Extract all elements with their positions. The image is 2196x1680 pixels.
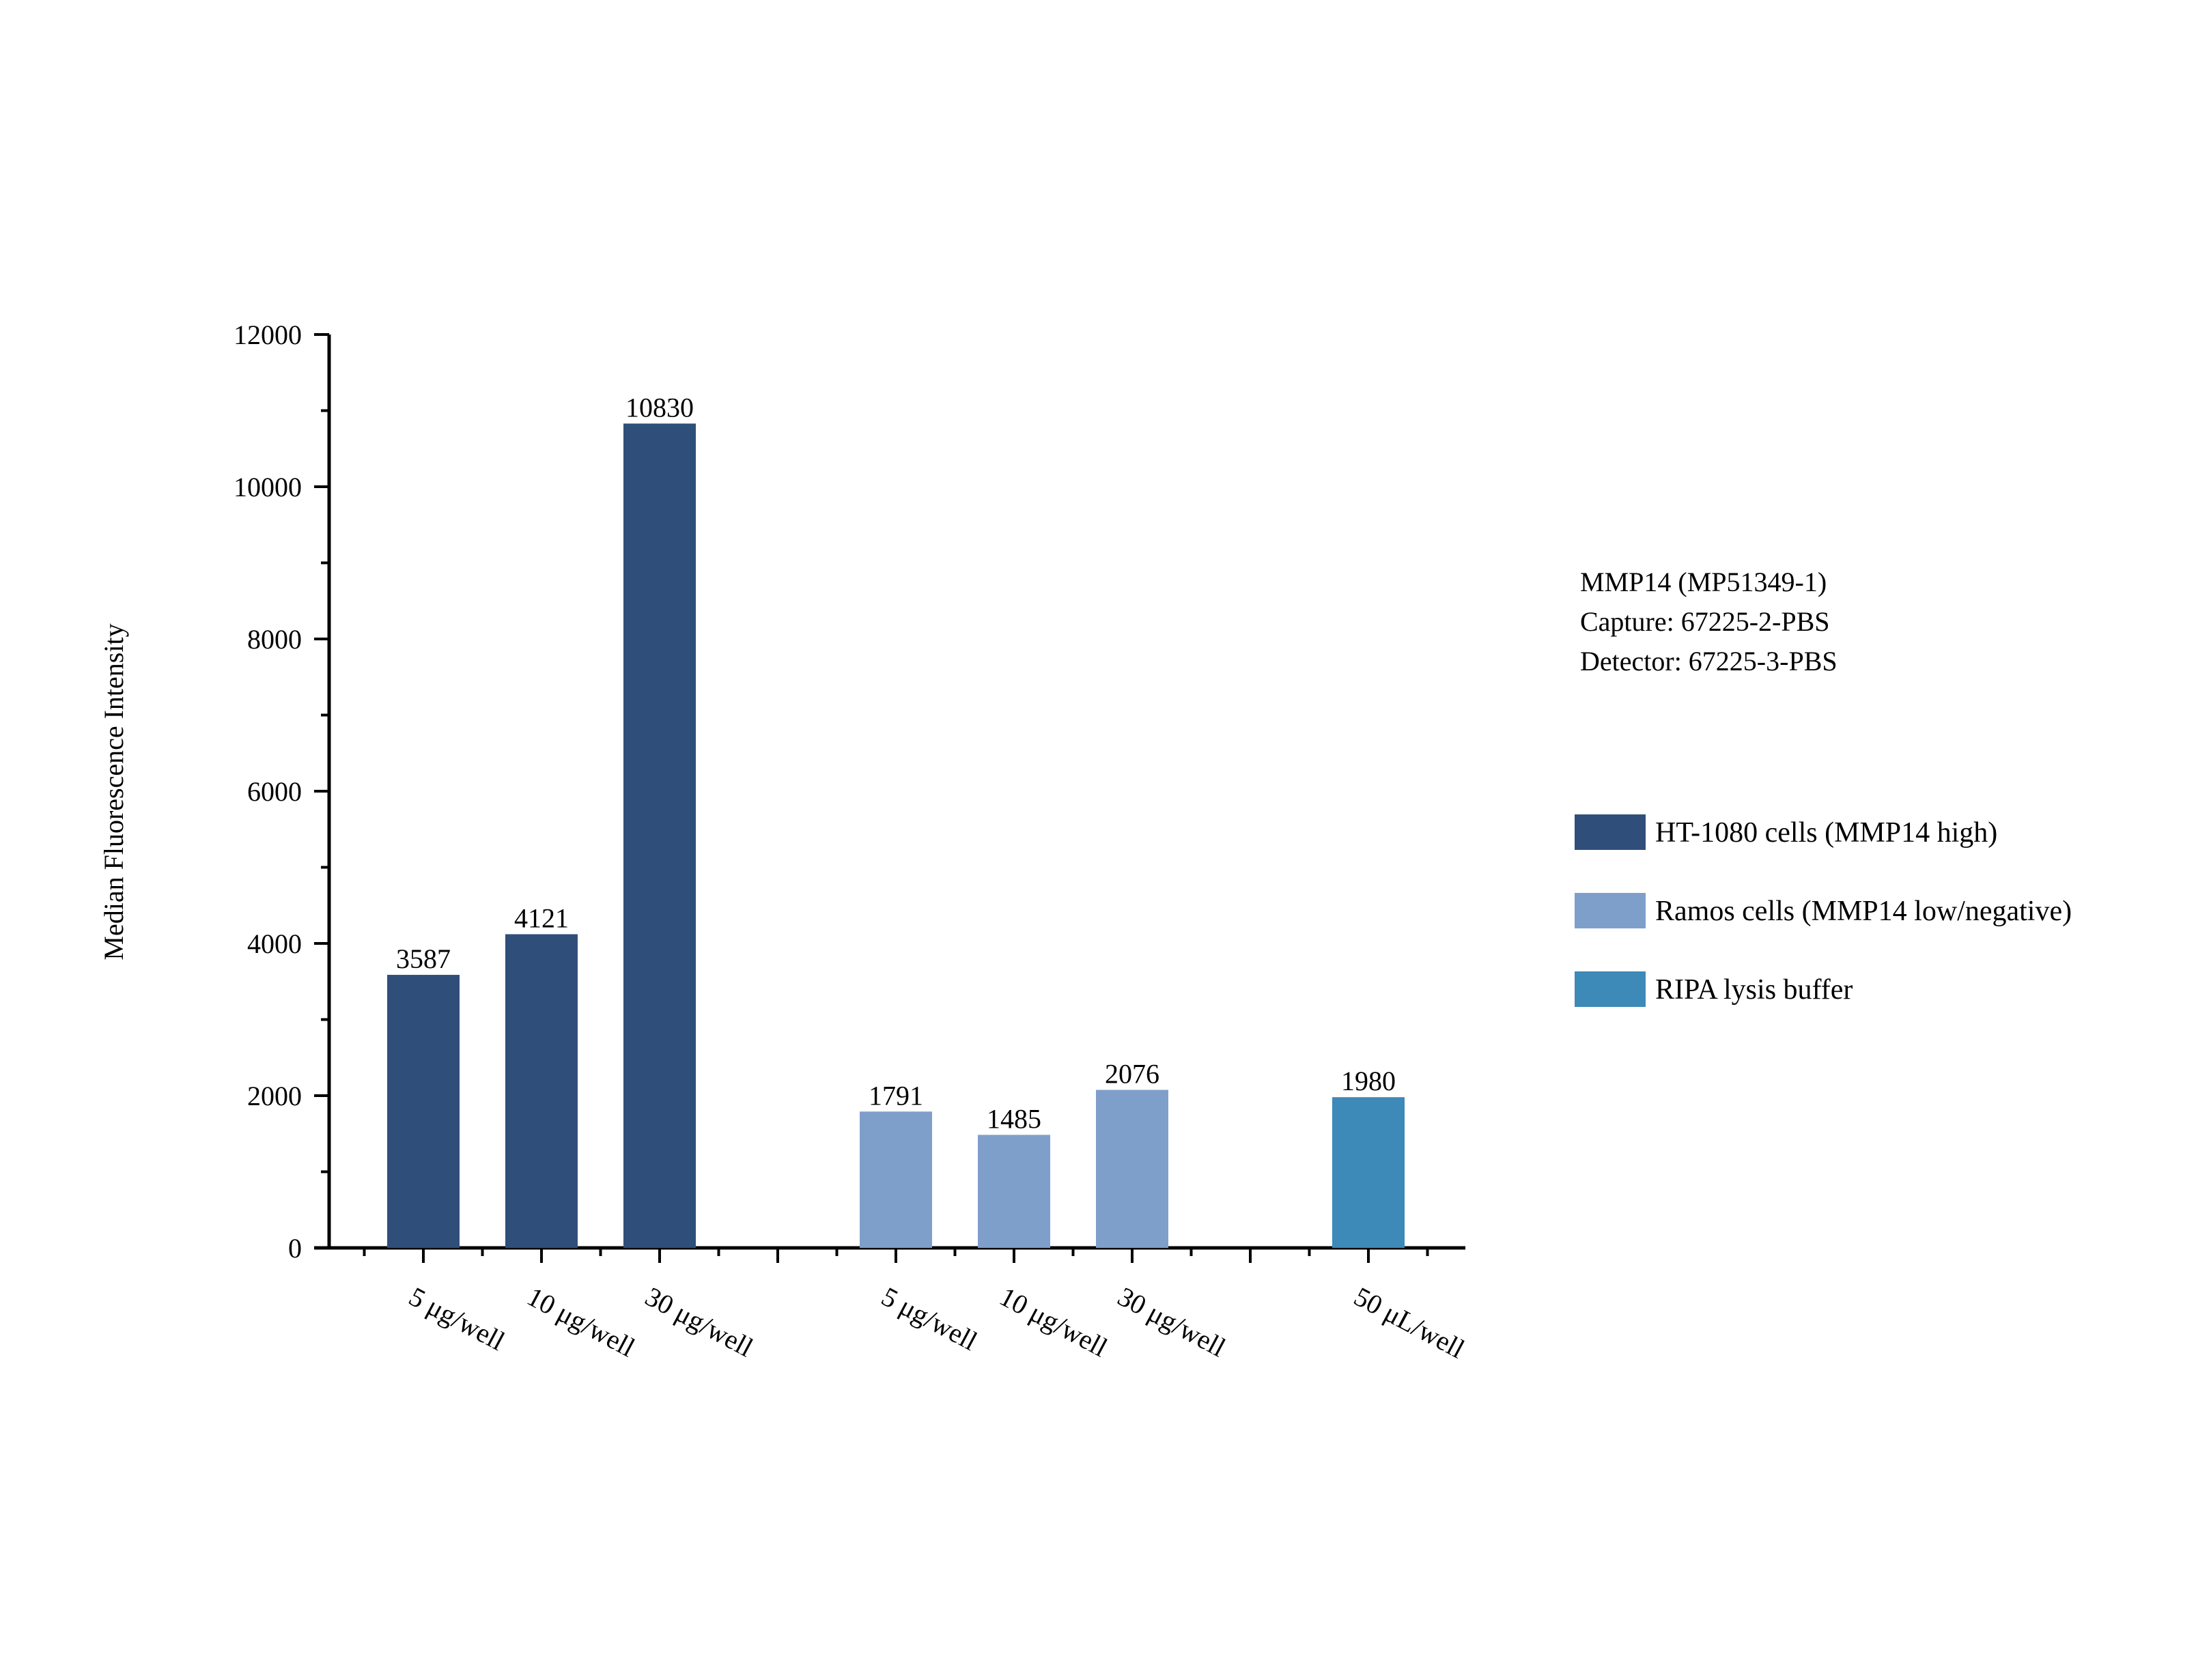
legend-swatch [1575,814,1646,850]
bar [978,1135,1050,1248]
data-label: 1980 [1341,1066,1396,1096]
bar [1096,1090,1168,1248]
category-label: 30 μg/well [1113,1281,1230,1363]
y-tick-label: 6000 [247,776,302,807]
category-label: 5 μg/well [877,1281,983,1356]
bar [387,975,460,1248]
annotation-line-3: Detector: 67225-3-PBS [1580,646,1838,677]
data-label: 1485 [987,1103,1041,1134]
data-label: 2076 [1105,1059,1159,1090]
annotation-line-2: Capture: 67225-2-PBS [1580,606,1830,637]
annotation-line-1: MMP14 (MP51349-1) [1580,567,1827,597]
category-label: 30 μg/well [640,1281,758,1363]
category-label: 10 μg/well [522,1281,640,1363]
y-tick-label: 4000 [247,928,302,959]
y-tick-label: 0 [288,1233,302,1264]
data-label: 3587 [396,943,451,974]
y-tick-label: 2000 [247,1081,302,1111]
bar [1332,1097,1405,1248]
y-tick-label: 12000 [234,319,302,350]
legend-swatch [1575,893,1646,928]
legend-swatch [1575,971,1646,1007]
y-axis-title: Median Fluorescence Intensity [98,623,129,960]
bar [860,1111,932,1248]
category-label: 10 μg/well [995,1281,1112,1363]
bar [623,423,696,1248]
data-labels: 3587 4121 10830 1791 1485 2076 1980 [396,392,1396,1134]
category-label: 5 μg/well [404,1281,510,1356]
y-ticks: 0 2000 4000 6000 8000 10000 12000 [234,319,329,1264]
x-ticks [363,1248,1429,1263]
bars [387,423,1405,1248]
category-label: 50 μL/well [1349,1281,1469,1364]
data-label: 1791 [869,1080,923,1111]
y-tick-label: 8000 [247,624,302,655]
bar [505,934,578,1248]
legend: HT-1080 cells (MMP14 high) Ramos cells (M… [1575,814,2072,1007]
legend-label: RIPA lysis buffer [1655,974,1853,1006]
data-label: 10830 [625,392,694,423]
category-labels: 5 μg/well 10 μg/well 30 μg/well 5 μg/well 10… [404,1281,1469,1364]
chart-annotation: MMP14 (MP51349-1) Capture: 67225-2-PBS D… [1580,567,1838,677]
y-tick-label: 10000 [234,472,302,502]
legend-label: HT-1080 cells (MMP14 high) [1655,817,1997,849]
data-label: 4121 [514,903,569,934]
legend-label: Ramos cells (MMP14 low/negative) [1655,896,2072,927]
